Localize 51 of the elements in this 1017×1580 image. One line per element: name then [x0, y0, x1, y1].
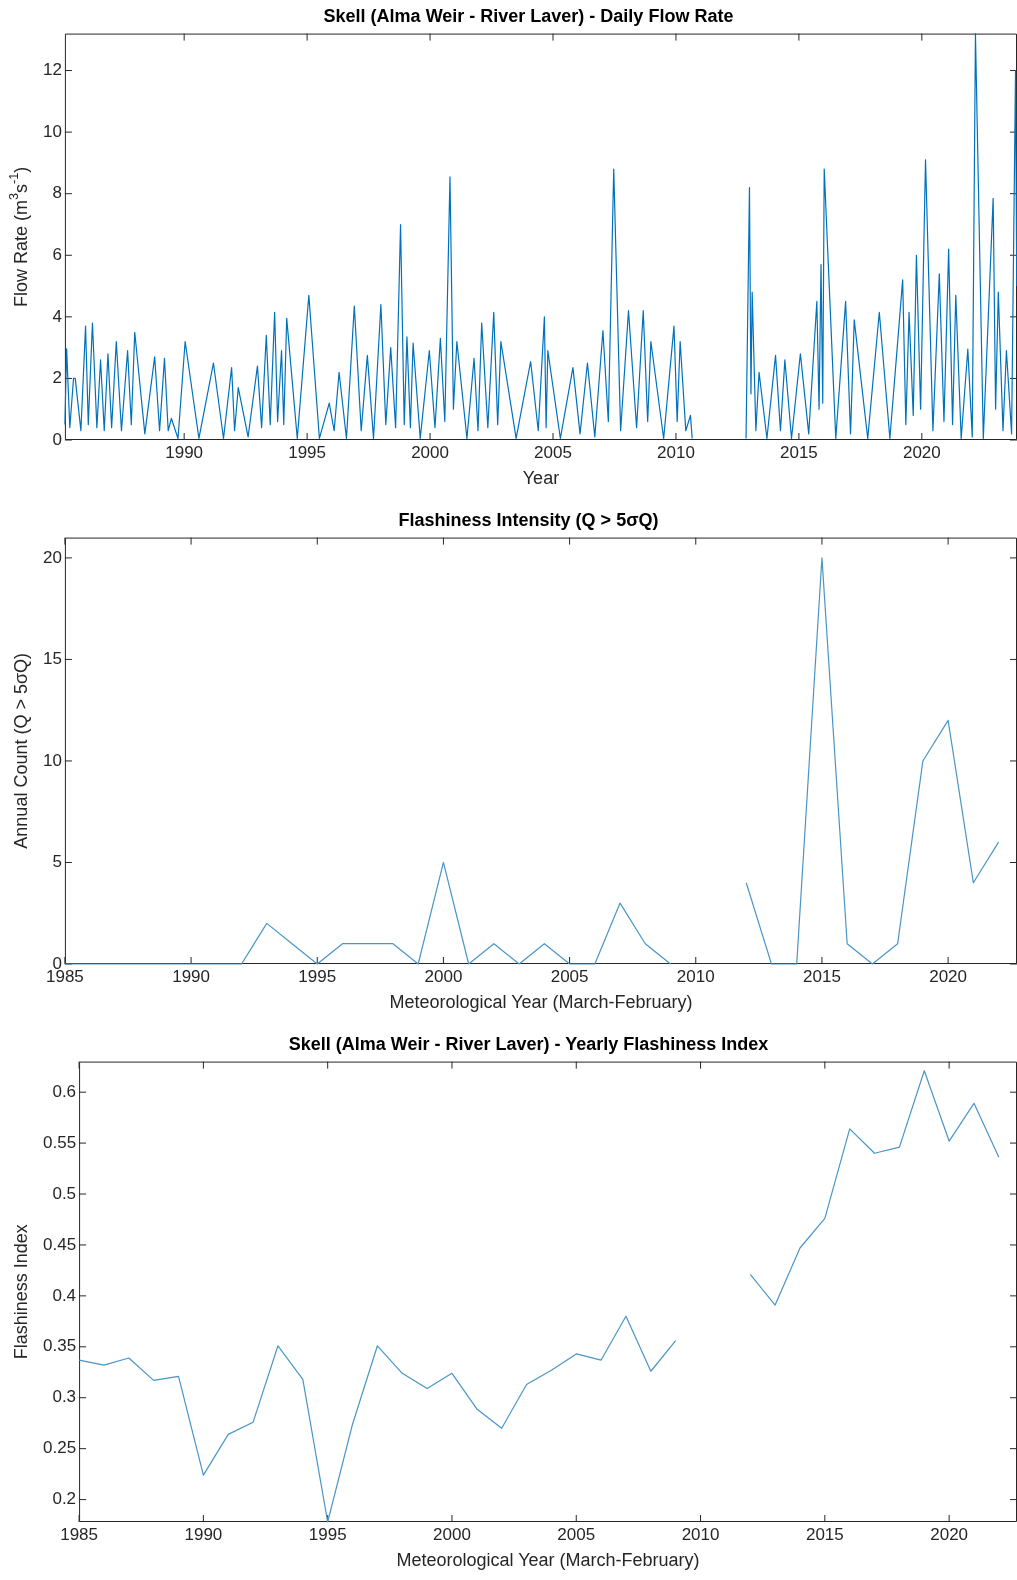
chart-title: Flashiness Intensity (Q > 5σQ) — [398, 509, 659, 530]
x-tick-label: 1990 — [165, 442, 204, 462]
x-tick-label: 2005 — [557, 1524, 596, 1544]
x-tick-label: 1990 — [184, 1524, 223, 1544]
x-axis-title: Meteorological Year (March-February) — [389, 992, 693, 1013]
x-tick-label: 2010 — [657, 442, 695, 462]
x-tick-label: 2020 — [930, 1524, 969, 1544]
x-tick-label: 1995 — [308, 1524, 347, 1544]
y-tick-label: 6 — [52, 244, 62, 264]
x-tick-label: 2005 — [550, 966, 589, 986]
y-tick-label: 4 — [52, 306, 62, 326]
x-tick-label: 2010 — [681, 1524, 720, 1544]
y-tick-label: 0.5 — [52, 1183, 77, 1203]
y-axis-title: Flashiness Index — [10, 1224, 31, 1360]
y-tick-label: 0.4 — [52, 1285, 77, 1305]
x-tick-label: 1985 — [60, 1524, 98, 1544]
x-tick-label: 2015 — [779, 442, 818, 462]
y-tick-label: 20 — [42, 547, 62, 567]
y-tick-label: 0.55 — [42, 1132, 77, 1152]
y-tick-label: 0.3 — [52, 1387, 77, 1407]
y-tick-label: 0.6 — [52, 1081, 77, 1101]
x-tick-label: 2000 — [433, 1524, 471, 1544]
x-tick-label: 2000 — [424, 966, 463, 986]
x-tick-label: 1995 — [298, 966, 337, 986]
x-tick-label: 2015 — [805, 1524, 844, 1544]
y-tick-label: 5 — [52, 852, 62, 872]
y-tick-label: 2 — [52, 368, 62, 388]
x-tick-label: 2020 — [902, 442, 941, 462]
x-tick-label: 2020 — [929, 966, 968, 986]
y-tick-label: 15 — [42, 649, 62, 669]
x-tick-label: 2005 — [534, 442, 572, 462]
x-tick-label: 2015 — [803, 966, 841, 986]
y-tick-label: 0.2 — [52, 1489, 77, 1509]
y-tick-label: 0.35 — [42, 1336, 77, 1356]
y-tick-label: 8 — [52, 183, 62, 203]
y-tick-label: 0.25 — [42, 1438, 77, 1458]
chart-title: Skell (Alma Weir - River Laver) - Daily Flow Rate — [323, 5, 734, 26]
y-tick-label: 0.45 — [42, 1234, 77, 1254]
x-tick-label: 1990 — [172, 966, 210, 986]
y-axis-title: Annual Count (Q > 5σQ) — [10, 652, 31, 849]
y-tick-label: 12 — [42, 60, 62, 80]
y-tick-label: 10 — [42, 750, 62, 770]
x-tick-label: 2000 — [411, 442, 449, 462]
chart-title: Skell (Alma Weir - River Laver) - Yearly Flashiness Index — [288, 1033, 769, 1054]
x-tick-label: 1995 — [288, 442, 327, 462]
x-axis-title: Year — [522, 468, 560, 489]
y-tick-label: 10 — [42, 121, 62, 141]
y-tick-label: 0 — [52, 429, 62, 449]
x-axis-title: Meteorological Year (March-February) — [396, 1550, 700, 1571]
y-axis-title: Flow Rate (m3s-1) — [7, 166, 31, 307]
x-tick-label: 2010 — [676, 966, 715, 986]
